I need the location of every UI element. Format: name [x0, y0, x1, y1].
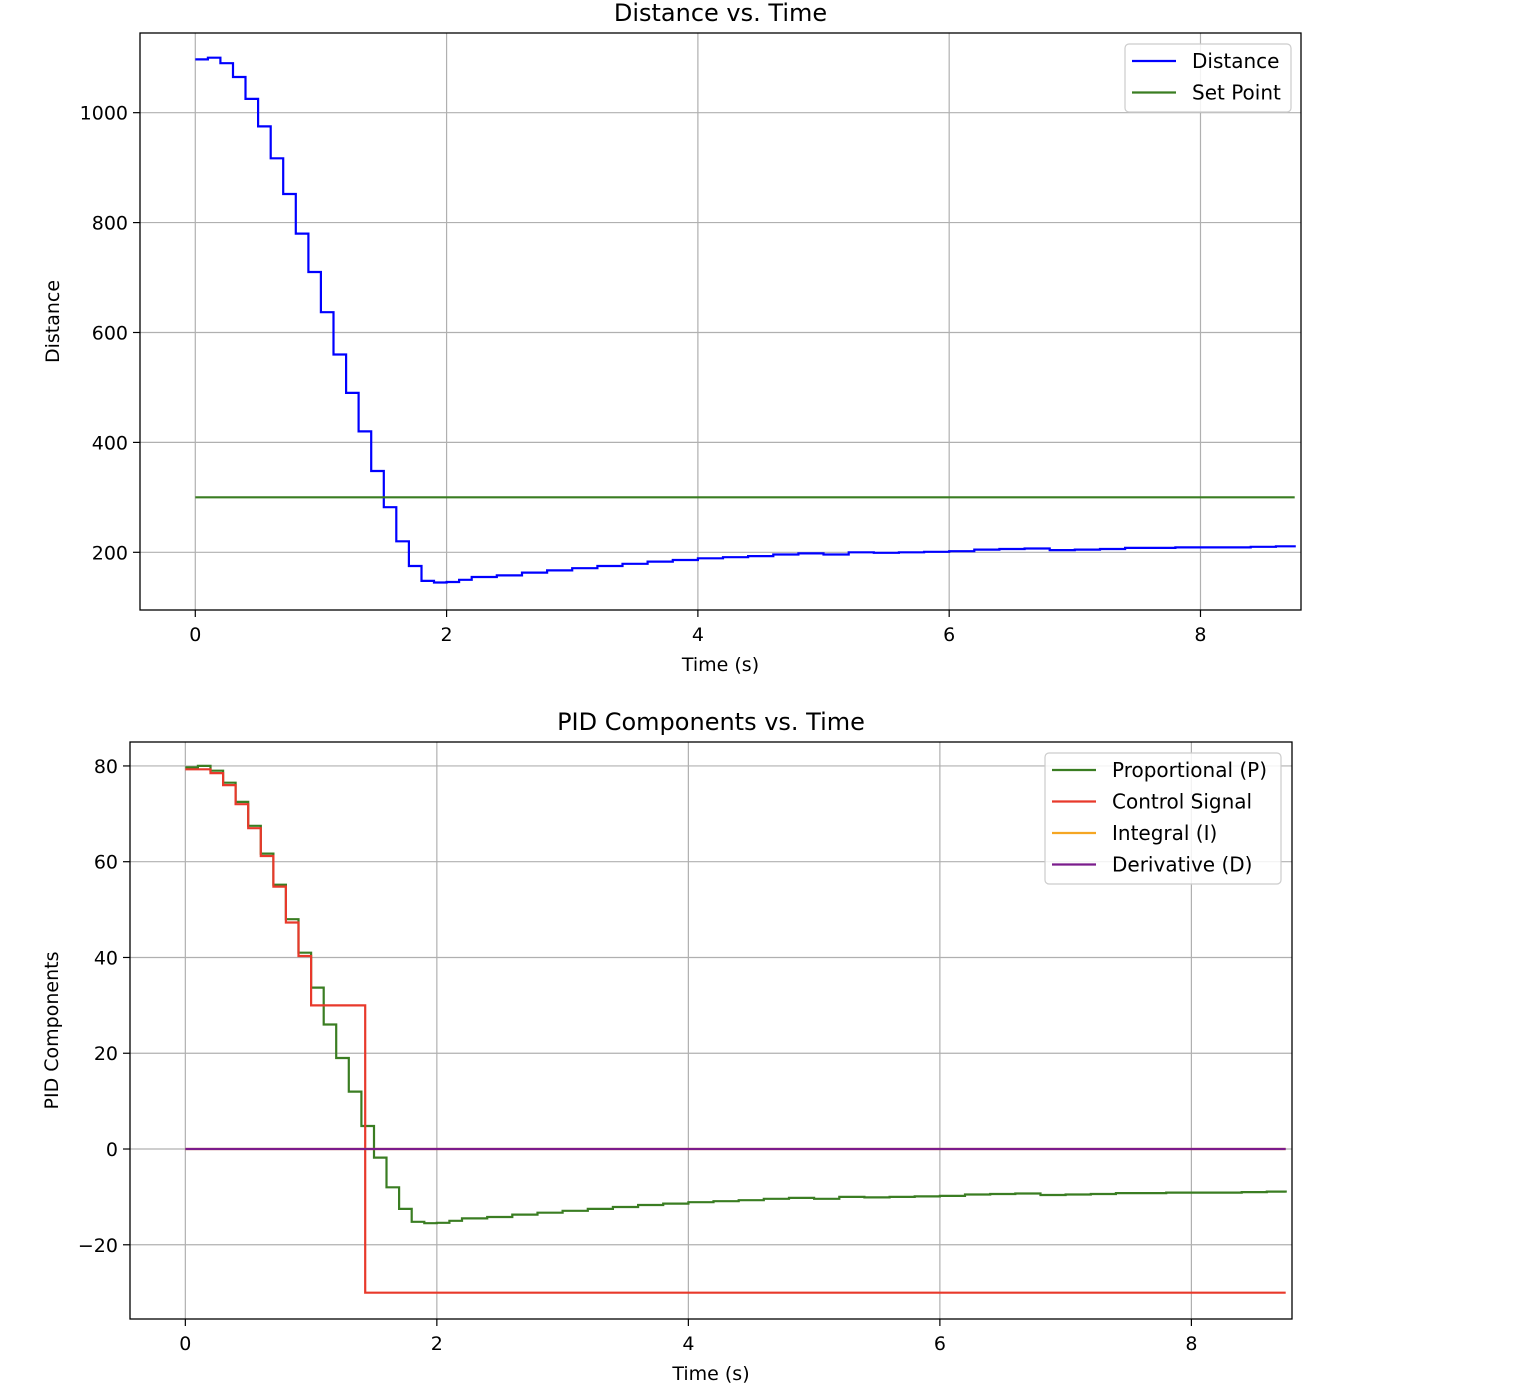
x-tick-label: 0 — [189, 624, 201, 646]
series-line-distance — [195, 56, 1296, 584]
y-tick-label: 60 — [94, 852, 118, 874]
legend-label-control-signal: Control Signal — [1112, 790, 1252, 814]
x-axis-label: Time (s) — [671, 1363, 749, 1385]
legend: Proportional (P) Control Signal Integral (… — [1044, 752, 1282, 885]
legend-box — [1044, 752, 1282, 885]
x-tick-label: 8 — [1185, 1333, 1197, 1355]
plot-frame — [139, 32, 1302, 611]
y-tick-label: 20 — [94, 1043, 118, 1065]
y-tick-label: 800 — [92, 213, 128, 235]
legend: Distance Set Point — [1124, 43, 1292, 113]
chart-pid-components-vs-time: 0 2 4 6 8 −20 0 20 40 60 80 PID Components vs. Time… — [41, 708, 1293, 1385]
legend-label-integral-i: Integral (I) — [1112, 821, 1217, 845]
legend-label-proportional-p: Proportional (P) — [1112, 758, 1267, 782]
y-tick-label: −20 — [78, 1235, 118, 1257]
legend-label-distance: Distance — [1192, 49, 1279, 73]
x-tick-label: 6 — [934, 1333, 946, 1355]
legend-label-set-point: Set Point — [1192, 81, 1281, 105]
x-tick-label: 8 — [1194, 624, 1206, 646]
x-tick-label: 4 — [682, 1333, 694, 1355]
y-tick-label: 600 — [92, 322, 128, 344]
x-tick-label: 6 — [943, 624, 955, 646]
legend-label-derivative-d: Derivative (D) — [1112, 853, 1252, 877]
y-axis-label: Distance — [42, 280, 64, 363]
chart-distance-vs-time: 0 2 4 6 8 200 400 600 800 1000 Distance vs. Time Ti… — [42, 0, 1302, 676]
chart-title: Distance vs. Time — [614, 0, 827, 27]
x-tick-label: 4 — [692, 624, 704, 646]
series-line-control-signal — [185, 768, 1286, 1294]
x-axis-label: Time (s) — [681, 654, 759, 676]
chart-title: PID Components vs. Time — [557, 708, 865, 736]
y-axis-label: PID Components — [41, 952, 63, 1110]
y-tick-label: 1000 — [80, 103, 128, 125]
y-tick-label: 400 — [92, 432, 128, 454]
y-tick-label: 200 — [92, 542, 128, 564]
x-tick-label: 2 — [441, 624, 453, 646]
x-tick-label: 0 — [179, 1333, 191, 1355]
y-tick-label: 80 — [94, 756, 118, 778]
plot-frame — [129, 741, 1293, 1320]
x-tick-label: 2 — [431, 1333, 443, 1355]
y-tick-label: 0 — [106, 1139, 118, 1161]
y-tick-label: 40 — [94, 947, 118, 969]
